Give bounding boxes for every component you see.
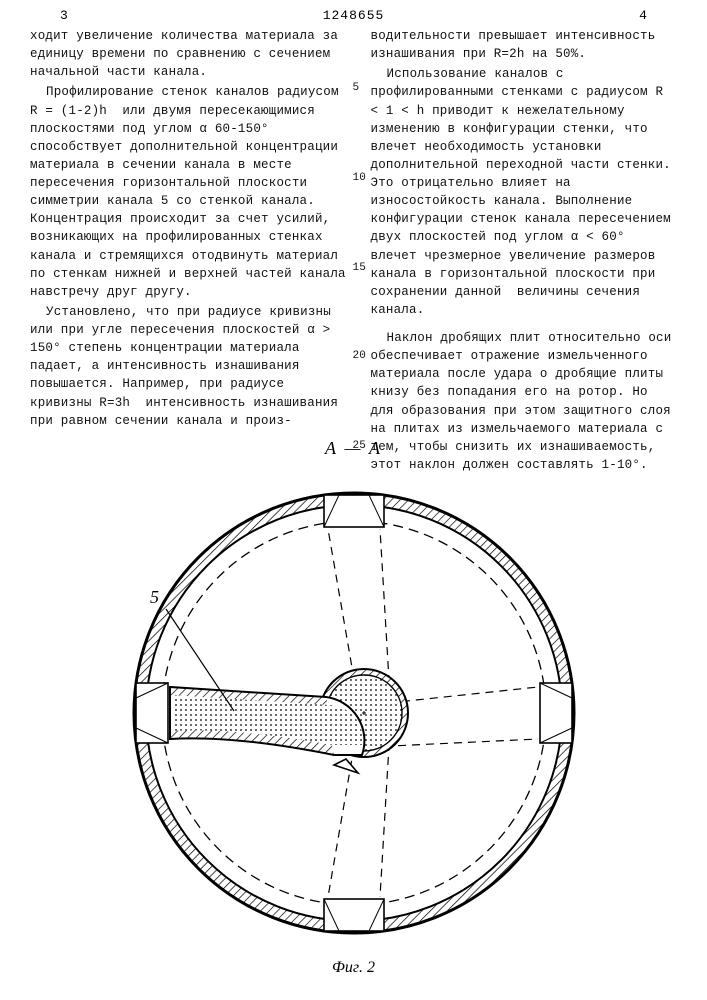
section-label: А — А — [0, 438, 707, 459]
line-number-10: 10 — [353, 171, 367, 187]
figure-area: А — А — [0, 438, 707, 977]
left-para-3: Установлено, что при радиусе кривизны ил… — [30, 303, 351, 430]
figure-2-svg: 5 — [114, 463, 594, 953]
right-para-2: Использование каналов с профилированными… — [371, 65, 678, 319]
page-number-left: 3 — [60, 8, 80, 23]
line-number-20: 20 — [353, 349, 367, 365]
page-number-right: 4 — [627, 8, 647, 23]
left-channel — [170, 687, 364, 773]
callout-5-text: 5 — [150, 587, 159, 607]
document-number: 1248655 — [323, 8, 385, 23]
line-number-15: 15 — [353, 261, 367, 277]
left-column: ходит увеличение количества материала за… — [30, 27, 351, 476]
text-columns: ходит увеличение количества материала за… — [0, 27, 707, 476]
left-para-1: ходит увеличение количества материала за… — [30, 27, 351, 81]
line-number-5: 5 — [353, 81, 360, 97]
right-column: 5 10 15 20 25 водительности превышает ин… — [357, 27, 678, 476]
page-header: 3 1248655 4 — [0, 0, 707, 27]
left-para-2: Профилирование стенок каналов радиусом R… — [30, 83, 351, 301]
figure-caption: Фиг. 2 — [0, 959, 707, 977]
right-para-1: водительности превышает интенсивность из… — [371, 27, 678, 63]
